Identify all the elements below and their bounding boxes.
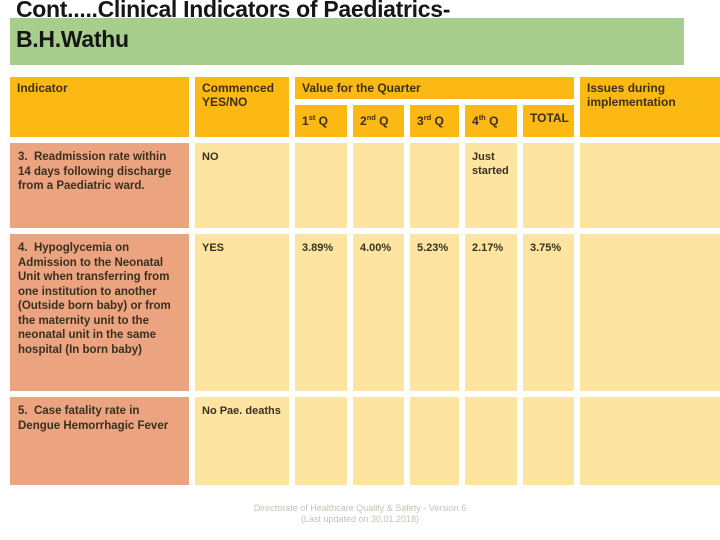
row5-total bbox=[523, 397, 574, 485]
title-highlight-box bbox=[10, 18, 684, 65]
row5-q3 bbox=[410, 397, 459, 485]
row4-q2: 4.00% bbox=[353, 234, 404, 391]
header-issues: Issues during implementation bbox=[580, 77, 720, 137]
row5-q4 bbox=[465, 397, 517, 485]
row3-indicator: 3. Readmission rate within 14 days follo… bbox=[10, 143, 189, 228]
header-value-for-quarter: Value for the Quarter bbox=[295, 77, 574, 99]
slide-title: Cont.....Clinical Indicators of Paediatr… bbox=[16, 0, 450, 54]
row3-q1 bbox=[295, 143, 347, 228]
row4-q3: 5.23% bbox=[410, 234, 459, 391]
row4-issues bbox=[580, 234, 720, 391]
row5-q1 bbox=[295, 397, 347, 485]
header-q2: 2nd Q bbox=[353, 105, 404, 137]
header-commenced: Commenced YES/NO bbox=[195, 77, 289, 137]
row3-q2 bbox=[353, 143, 404, 228]
row4-indicator: 4. Hypoglycemia on Admission to the Neon… bbox=[10, 234, 189, 391]
row5-q2 bbox=[353, 397, 404, 485]
header-indicator: Indicator bbox=[10, 77, 189, 137]
row5-indicator: 5. Case fatality rate in Dengue Hemorrha… bbox=[10, 397, 189, 485]
row5-commenced: No Pae. deaths bbox=[195, 397, 289, 485]
footer-line2: (Last updated on 30.01.2018) bbox=[300, 514, 420, 524]
footer-line1: Directorate of Healthcare Quality & Safe… bbox=[253, 503, 467, 513]
slide-title-line1: Cont.....Clinical Indicators of Paediatr… bbox=[16, 0, 451, 22]
row3-q3 bbox=[410, 143, 459, 228]
row3-q4: Just started bbox=[465, 143, 517, 228]
header-q3: 3rd Q bbox=[410, 105, 459, 137]
row4-q1: 3.89% bbox=[295, 234, 347, 391]
row3-total bbox=[523, 143, 574, 228]
header-total: TOTAL bbox=[523, 105, 574, 137]
indicators-table: Indicator Commenced YES/NO Value for the… bbox=[10, 77, 720, 485]
slide-footer: Directorate of Healthcare Quality & Safe… bbox=[0, 503, 720, 525]
row3-issues bbox=[580, 143, 720, 228]
slide-title-line2: B.H.Wathu bbox=[16, 26, 129, 52]
row4-q4: 2.17% bbox=[465, 234, 517, 391]
row4-commenced: YES bbox=[195, 234, 289, 391]
row5-issues bbox=[580, 397, 720, 485]
header-q1: 1st Q bbox=[295, 105, 347, 137]
row4-total: 3.75% bbox=[523, 234, 574, 391]
header-q4: 4th Q bbox=[465, 105, 517, 137]
row3-commenced: NO bbox=[195, 143, 289, 228]
